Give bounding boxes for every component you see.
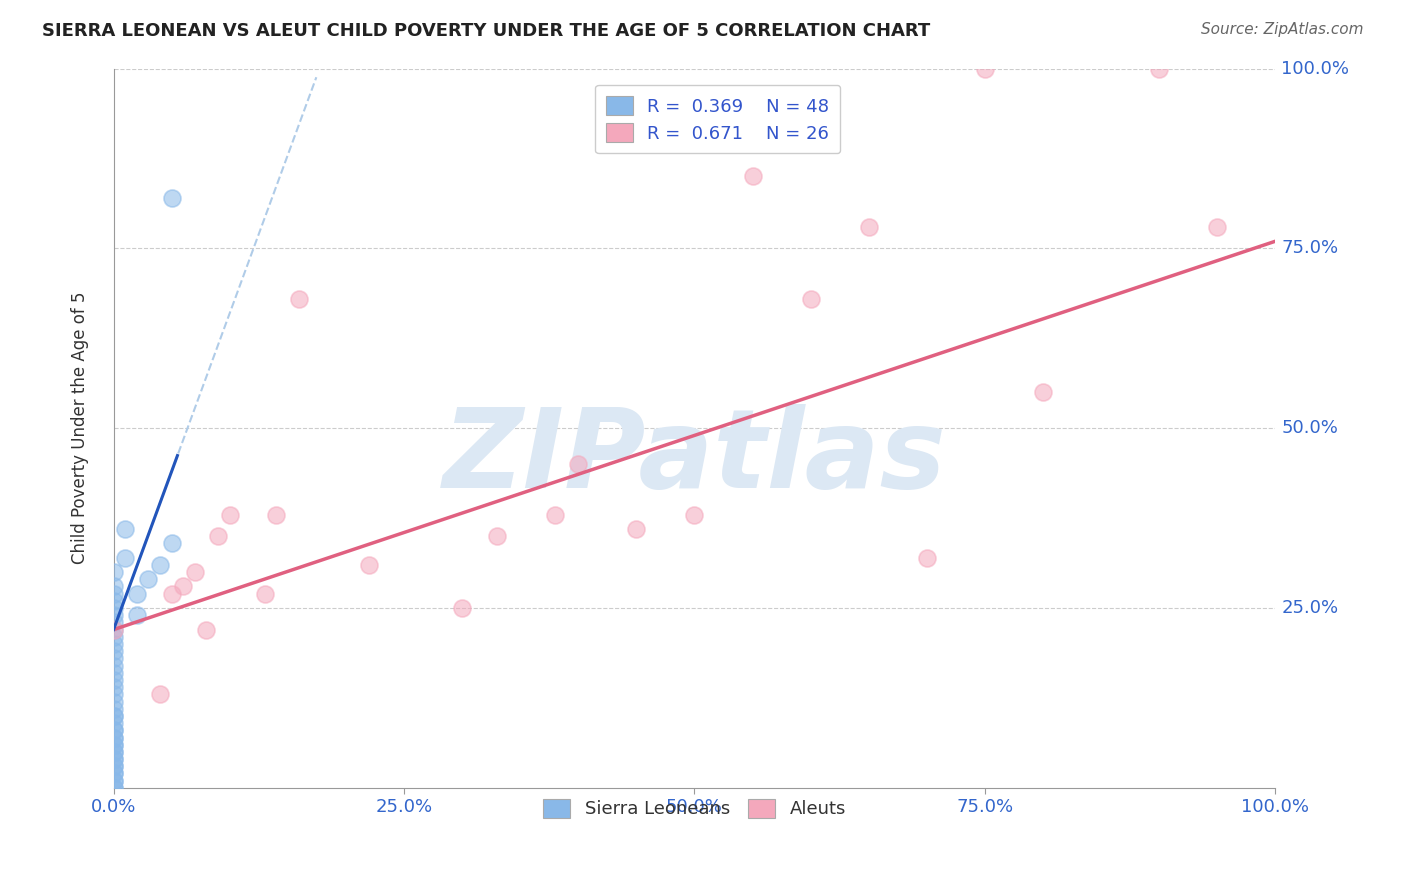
Point [218, 508, 240, 522]
Point [544, 508, 567, 522]
Point [1032, 385, 1054, 400]
Point [103, 565, 125, 579]
Point [160, 191, 183, 205]
Point [103, 752, 125, 766]
Point [253, 587, 276, 601]
Point [125, 608, 148, 623]
Point [915, 550, 938, 565]
Point [103, 773, 125, 788]
Point [103, 702, 125, 716]
Point [288, 292, 311, 306]
Point [1147, 62, 1170, 76]
Point [103, 644, 125, 658]
Point [567, 457, 589, 471]
Point [359, 558, 381, 572]
Y-axis label: Child Poverty Under the Age of 5: Child Poverty Under the Age of 5 [72, 292, 89, 565]
Point [103, 587, 125, 601]
Point [103, 694, 125, 708]
Text: ZIPatlas: ZIPatlas [443, 403, 946, 510]
Point [1206, 219, 1229, 234]
Point [103, 731, 125, 745]
Text: Source: ZipAtlas.com: Source: ZipAtlas.com [1201, 22, 1364, 37]
Point [103, 615, 125, 630]
Point [485, 529, 508, 543]
Text: 100.0%: 100.0% [1281, 60, 1350, 78]
Point [138, 572, 160, 586]
Point [103, 637, 125, 651]
Point [184, 565, 207, 579]
Point [626, 522, 648, 536]
Point [103, 780, 125, 795]
Point [160, 587, 183, 601]
Point [103, 608, 125, 623]
Point [264, 508, 287, 522]
Point [741, 169, 763, 184]
Point [103, 623, 125, 637]
Text: 50.0%: 50.0% [1281, 419, 1339, 437]
Legend: Sierra Leoneans, Aleuts: Sierra Leoneans, Aleuts [536, 792, 853, 826]
Point [207, 529, 229, 543]
Point [103, 766, 125, 780]
Point [683, 508, 706, 522]
Point [800, 292, 823, 306]
Point [103, 731, 125, 745]
Point [103, 594, 125, 608]
Point [103, 745, 125, 759]
Point [103, 766, 125, 780]
Point [103, 780, 125, 795]
Point [103, 773, 125, 788]
Point [114, 550, 136, 565]
Point [160, 536, 183, 550]
Point [103, 673, 125, 687]
Point [103, 716, 125, 731]
Point [103, 738, 125, 752]
Point [103, 745, 125, 759]
Point [125, 587, 148, 601]
Point [858, 219, 880, 234]
Point [103, 709, 125, 723]
Text: 25.0%: 25.0% [1281, 599, 1339, 617]
Point [103, 579, 125, 593]
Point [103, 601, 125, 615]
Point [103, 723, 125, 738]
Point [103, 630, 125, 644]
Point [103, 752, 125, 766]
Point [103, 623, 125, 637]
Point [149, 558, 172, 572]
Point [103, 687, 125, 701]
Point [103, 658, 125, 673]
Point [103, 759, 125, 773]
Point [974, 62, 997, 76]
Point [172, 579, 194, 593]
Text: 75.0%: 75.0% [1281, 239, 1339, 258]
Point [103, 723, 125, 738]
Point [149, 687, 172, 701]
Point [103, 680, 125, 694]
Point [103, 709, 125, 723]
Point [195, 623, 218, 637]
Point [114, 522, 136, 536]
Point [103, 665, 125, 680]
Point [103, 738, 125, 752]
Text: SIERRA LEONEAN VS ALEUT CHILD POVERTY UNDER THE AGE OF 5 CORRELATION CHART: SIERRA LEONEAN VS ALEUT CHILD POVERTY UN… [42, 22, 931, 40]
Point [103, 759, 125, 773]
Point [451, 601, 474, 615]
Point [103, 651, 125, 665]
